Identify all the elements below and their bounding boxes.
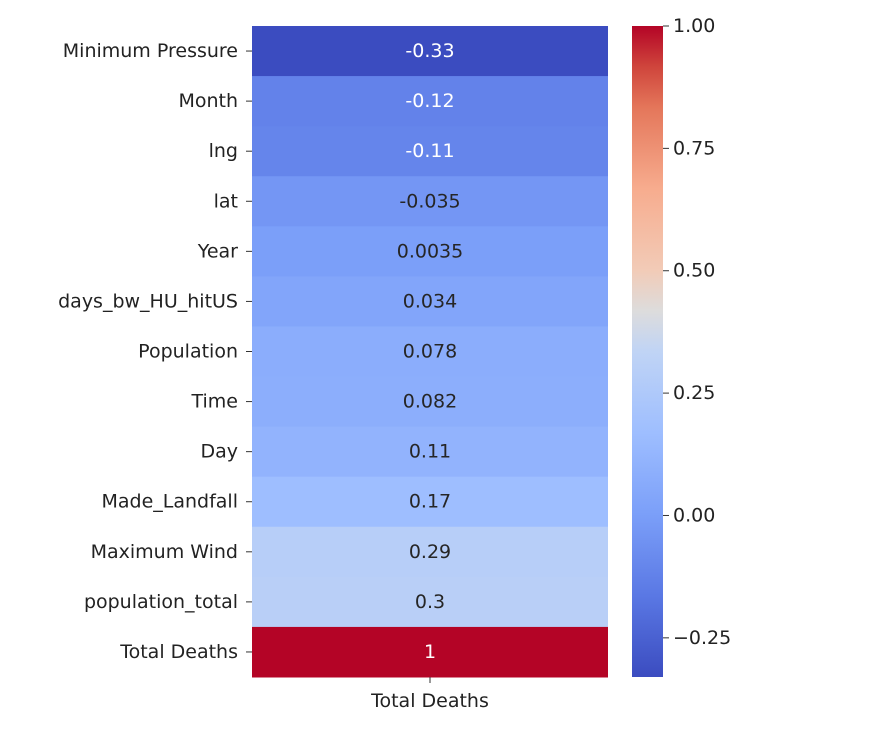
colorbar-gradient — [632, 26, 663, 677]
colorbar: 1.00 0.75 0.50 0.25 0.00 −0.25 — [632, 15, 731, 677]
heatmap-cell — [252, 126, 608, 177]
row-labels: Minimum Pressure Month lng lat Year days_bw_H… — [58, 40, 252, 663]
heatmap-cell — [252, 176, 608, 227]
heatmap-cell — [252, 426, 608, 478]
row-label: Maximum Wind — [91, 541, 238, 563]
heatmap-cell — [252, 476, 608, 528]
cell-value-label: -0.12 — [405, 90, 454, 112]
heatmap-cell — [252, 226, 608, 277]
colorbar-tick-label: 0.75 — [673, 137, 715, 159]
row-label: days_bw_HU_hitUS — [58, 290, 238, 312]
row-label: Total Deaths — [119, 641, 238, 663]
row-label: Day — [200, 441, 238, 463]
row-label: Made_Landfall — [101, 491, 238, 513]
heatmap-cell — [252, 526, 608, 578]
colorbar-tick-label: 0.50 — [673, 260, 715, 282]
row-label: Year — [197, 240, 238, 262]
heatmap-cell — [252, 376, 608, 428]
cell-value-label: 0.17 — [409, 491, 451, 513]
cell-value-label: 0.11 — [409, 441, 451, 463]
colorbar-tick-label: 1.00 — [673, 15, 715, 37]
colorbar-tick-label: −0.25 — [673, 627, 731, 649]
row-label: population_total — [84, 591, 238, 613]
cell-value-label: -0.11 — [405, 140, 454, 162]
column-label: Total Deaths — [370, 690, 489, 712]
cell-value-label: 0.29 — [409, 541, 451, 563]
colorbar-tick-label: 0.25 — [673, 382, 715, 404]
row-label: Time — [191, 391, 239, 413]
cell-value-label: 0.078 — [403, 341, 457, 363]
cell-value-label: 0.034 — [403, 290, 457, 312]
cell-value-label: 1 — [424, 641, 436, 663]
row-label: lng — [209, 140, 238, 162]
heatmap-cell — [252, 576, 608, 628]
heatmap-cell — [252, 26, 608, 77]
column-labels: Total Deaths — [370, 677, 489, 712]
cell-value-label: -0.035 — [399, 190, 460, 212]
cell-value-label: 0.3 — [415, 591, 445, 613]
heatmap-cells: -0.33 -0.12 -0.11 -0.035 0.0035 0.034 0.078 0.0… — [252, 26, 608, 678]
row-label: Minimum Pressure — [63, 40, 238, 62]
cell-value-label: 0.0035 — [397, 240, 463, 262]
colorbar-tick-label: 0.00 — [673, 504, 715, 526]
colorbar-ticks: 1.00 0.75 0.50 0.25 0.00 −0.25 — [663, 15, 731, 649]
heatmap-cell — [252, 76, 608, 127]
cell-value-label: -0.33 — [405, 40, 454, 62]
heatmap-cell — [252, 326, 608, 378]
row-label: Month — [178, 90, 238, 112]
heatmap-cell — [252, 276, 608, 327]
row-label: Population — [138, 341, 238, 363]
heatmap-cell — [252, 626, 608, 678]
cell-value-label: 0.082 — [403, 391, 457, 413]
row-label: lat — [214, 190, 238, 212]
